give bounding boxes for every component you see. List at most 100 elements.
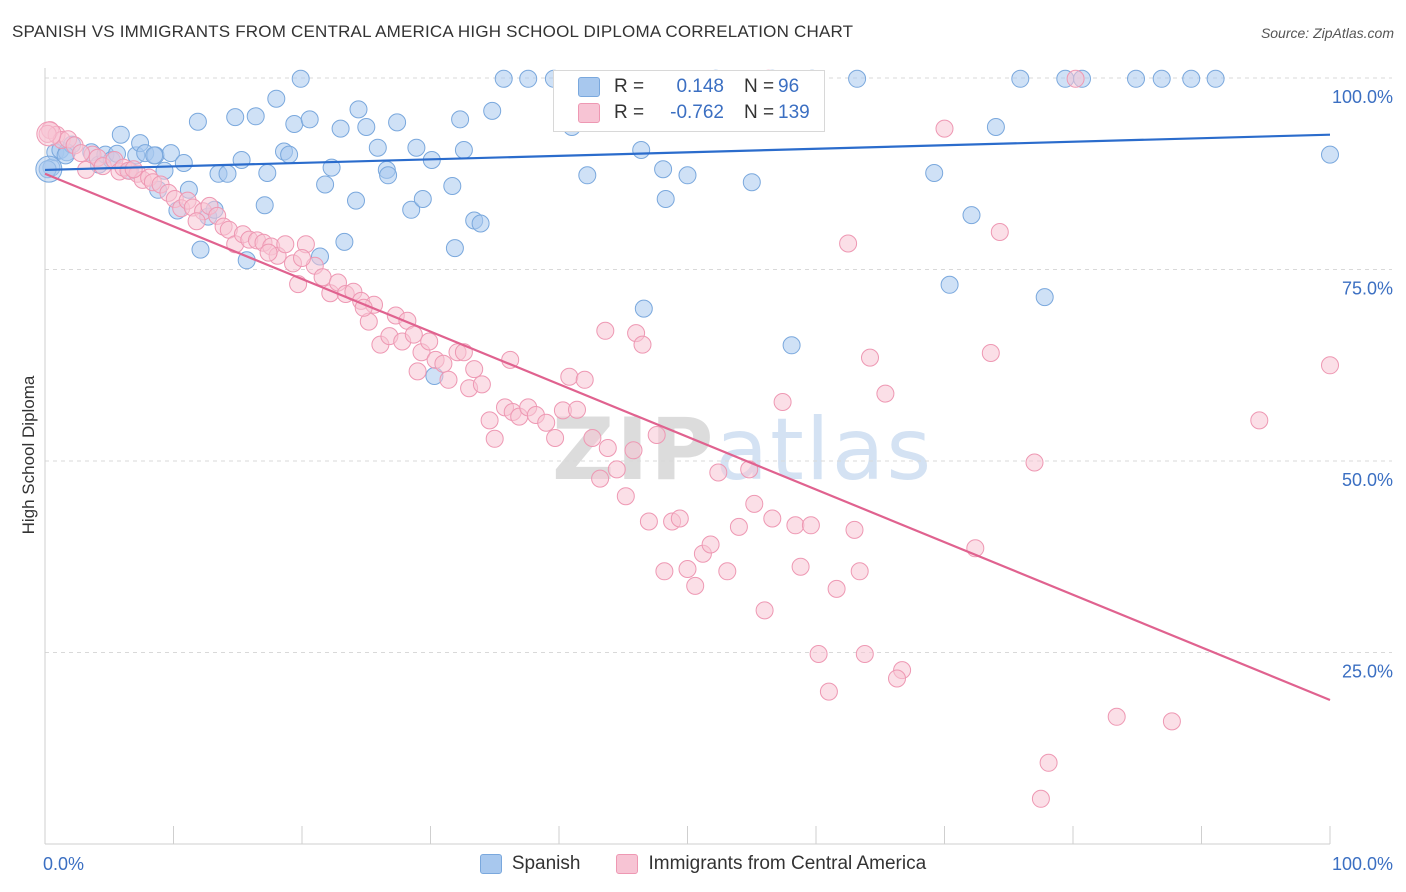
point-spanish xyxy=(578,166,597,185)
point-immigrants xyxy=(72,144,90,163)
point-immigrants xyxy=(591,469,610,488)
point-immigrants xyxy=(408,362,427,381)
point-spanish xyxy=(451,110,470,129)
y-tick-label: 25.0% xyxy=(1342,662,1393,682)
point-immigrants xyxy=(583,429,602,447)
point-immigrants xyxy=(773,393,792,411)
point-immigrants xyxy=(855,645,874,663)
n-value: 96 xyxy=(778,76,800,97)
point-spanish xyxy=(1035,288,1054,307)
point-spanish xyxy=(188,112,207,131)
legend-label-spanish: Spanish xyxy=(511,853,581,874)
point-spanish xyxy=(145,146,164,165)
point-immigrants xyxy=(36,121,62,147)
point-immigrants xyxy=(1025,453,1044,472)
point-spanish xyxy=(471,214,490,233)
point-spanish xyxy=(191,240,210,259)
point-spanish xyxy=(413,190,432,208)
point-spanish xyxy=(407,138,426,157)
point-immigrants xyxy=(1039,753,1058,772)
y-tick-label: 100.0% xyxy=(1332,87,1393,107)
point-immigrants xyxy=(1250,411,1269,430)
point-immigrants xyxy=(745,494,764,513)
point-immigrants xyxy=(560,367,579,386)
point-immigrants xyxy=(598,439,617,457)
point-immigrants xyxy=(786,516,805,535)
point-immigrants xyxy=(624,441,643,460)
point-immigrants xyxy=(839,234,858,253)
point-immigrants xyxy=(434,354,453,373)
point-spanish xyxy=(218,164,237,183)
point-immigrants xyxy=(709,463,728,482)
point-spanish xyxy=(443,177,462,195)
point-immigrants xyxy=(187,212,206,231)
point-spanish xyxy=(1206,69,1225,88)
point-immigrants xyxy=(607,460,626,479)
point-immigrants xyxy=(1031,789,1050,808)
point-immigrants xyxy=(876,384,895,403)
point-immigrants xyxy=(1066,69,1085,88)
point-immigrants xyxy=(537,413,556,432)
point-immigrants xyxy=(259,243,278,262)
series-legend: Spanish Immigrants from Central America xyxy=(0,853,1406,875)
legend-item-spanish[interactable]: Spanish xyxy=(479,853,581,875)
n-label: N = xyxy=(744,102,775,123)
trend-line-immigrants xyxy=(44,172,1331,702)
point-spanish xyxy=(316,175,335,194)
point-spanish xyxy=(255,196,274,215)
legend-item-immigrants[interactable]: Immigrants from Central America xyxy=(616,853,926,875)
point-immigrants xyxy=(990,223,1009,241)
stats-row-immigrants: R = -0.762 N = 139 xyxy=(578,102,810,124)
point-immigrants xyxy=(465,360,484,379)
point-spanish xyxy=(742,173,761,192)
n-label: N = xyxy=(744,76,775,97)
point-immigrants xyxy=(655,562,674,581)
point-spanish xyxy=(285,115,304,133)
point-spanish xyxy=(1011,69,1030,88)
point-immigrants xyxy=(1162,712,1181,731)
point-spanish xyxy=(986,118,1005,136)
point-spanish xyxy=(258,164,277,182)
point-immigrants xyxy=(935,119,954,138)
point-spanish xyxy=(174,154,193,172)
axes xyxy=(44,68,1331,845)
r-label: R = xyxy=(614,76,645,97)
point-spanish xyxy=(226,108,245,127)
r-label: R = xyxy=(614,102,645,123)
point-immigrants xyxy=(633,335,652,354)
point-immigrants xyxy=(616,487,635,506)
point-immigrants xyxy=(546,429,565,447)
point-spanish xyxy=(335,232,354,251)
tick-labels: 25.0% 50.0% 75.0% 100.0% 0.0% 100.0% xyxy=(43,87,1393,874)
stats-legend: R = 0.148 N = 96 R = -0.762 N = 139 xyxy=(553,70,825,132)
y-tick-label: 50.0% xyxy=(1342,470,1393,490)
point-immigrants xyxy=(575,370,594,389)
point-spanish xyxy=(962,206,981,225)
point-immigrants xyxy=(850,562,869,581)
point-spanish xyxy=(445,239,464,258)
point-immigrants xyxy=(763,509,782,528)
point-immigrants xyxy=(596,321,615,340)
point-spanish xyxy=(940,275,959,294)
immigrants-points xyxy=(36,69,1339,808)
point-spanish xyxy=(349,100,368,119)
swatch-immigrants xyxy=(578,103,600,123)
point-immigrants xyxy=(861,348,879,367)
point-immigrants xyxy=(404,325,423,344)
point-spanish xyxy=(111,125,130,144)
watermark-atlas: atlas xyxy=(715,400,934,500)
swatch-spanish xyxy=(578,77,600,97)
point-spanish xyxy=(347,191,365,210)
point-spanish xyxy=(1182,69,1201,88)
point-immigrants xyxy=(420,332,439,351)
trend-lines xyxy=(44,133,1331,702)
n-value: 139 xyxy=(778,102,810,123)
point-spanish xyxy=(782,336,801,355)
trend-line-spanish xyxy=(44,133,1331,172)
point-spanish xyxy=(388,113,407,132)
point-spanish xyxy=(291,69,310,88)
y-tick-label: 75.0% xyxy=(1342,279,1393,299)
x-tick-label: 100.0% xyxy=(1332,854,1393,874)
point-immigrants xyxy=(472,375,491,394)
